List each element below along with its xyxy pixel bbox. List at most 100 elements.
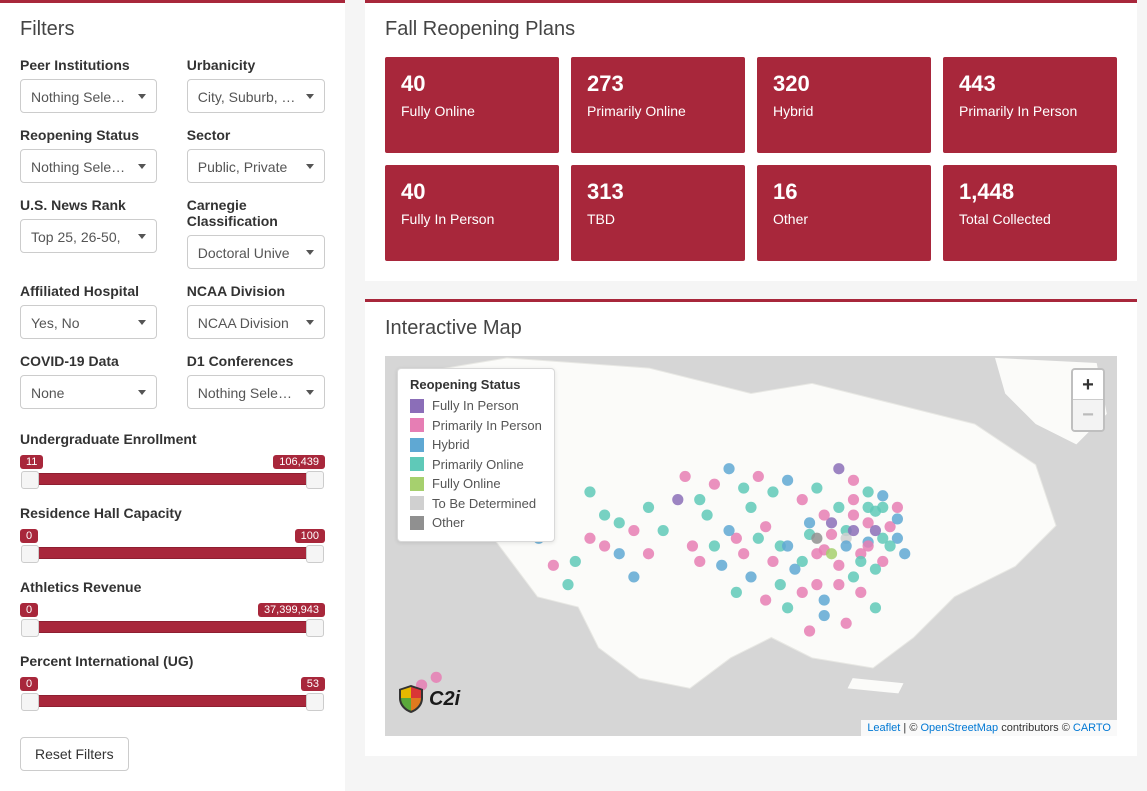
map-point[interactable] [680, 471, 691, 482]
filter-select[interactable]: City, Suburb, Town [187, 79, 325, 113]
map-point[interactable] [833, 560, 844, 571]
map-point[interactable] [848, 475, 859, 486]
map-point[interactable] [782, 475, 793, 486]
filter-select[interactable]: Nothing Selected [187, 375, 325, 409]
map-point[interactable] [767, 556, 778, 567]
slider-track[interactable] [28, 695, 317, 707]
filter-select[interactable]: None [20, 375, 157, 409]
map-point[interactable] [694, 494, 705, 505]
map-point[interactable] [753, 533, 764, 544]
zoom-out-button[interactable]: − [1073, 400, 1103, 430]
map-point[interactable] [797, 556, 808, 567]
map-point[interactable] [841, 618, 852, 629]
stat-card[interactable]: 40Fully Online [385, 57, 559, 153]
map-point[interactable] [811, 579, 822, 590]
map-point[interactable] [431, 672, 442, 683]
map-point[interactable] [584, 486, 595, 497]
map-point[interactable] [892, 502, 903, 513]
map-point[interactable] [775, 579, 786, 590]
filter-select[interactable]: NCAA Division [187, 305, 325, 339]
map-point[interactable] [723, 463, 734, 474]
map-point[interactable] [848, 571, 859, 582]
map-point[interactable] [584, 533, 595, 544]
carto-link[interactable]: CARTO [1073, 722, 1111, 734]
map-point[interactable] [833, 502, 844, 513]
filter-select[interactable]: Nothing Selected [20, 149, 157, 183]
filter-select[interactable]: Yes, No [20, 305, 157, 339]
map-point[interactable] [709, 479, 720, 490]
map-point[interactable] [628, 571, 639, 582]
map-point[interactable] [870, 564, 881, 575]
map-point[interactable] [811, 533, 822, 544]
map-point[interactable] [877, 490, 888, 501]
map-point[interactable] [548, 560, 559, 571]
map-point[interactable] [870, 602, 881, 613]
map-point[interactable] [870, 525, 881, 536]
map-point[interactable] [570, 556, 581, 567]
map-point[interactable] [863, 502, 874, 513]
map-point[interactable] [855, 556, 866, 567]
stat-card[interactable]: 443Primarily In Person [943, 57, 1117, 153]
map-point[interactable] [811, 548, 822, 559]
map-point[interactable] [658, 525, 669, 536]
map-point[interactable] [811, 482, 822, 493]
map-point[interactable] [892, 513, 903, 524]
filter-select[interactable]: Doctoral Unive [187, 235, 325, 269]
map-point[interactable] [614, 548, 625, 559]
reset-filters-button[interactable]: Reset Filters [20, 737, 129, 771]
map-point[interactable] [767, 486, 778, 497]
slider-track[interactable] [28, 473, 317, 485]
map-point[interactable] [745, 571, 756, 582]
map-point[interactable] [745, 502, 756, 513]
interactive-map[interactable]: Reopening Status Fully In PersonPrimaril… [385, 356, 1117, 736]
map-point[interactable] [848, 494, 859, 505]
map-point[interactable] [723, 525, 734, 536]
stat-card[interactable]: 16Other [757, 165, 931, 261]
map-point[interactable] [709, 540, 720, 551]
slider-track[interactable] [28, 621, 317, 633]
map-point[interactable] [819, 510, 830, 521]
stat-card[interactable]: 320Hybrid [757, 57, 931, 153]
stat-card[interactable]: 273Primarily Online [571, 57, 745, 153]
map-point[interactable] [687, 540, 698, 551]
map-point[interactable] [863, 540, 874, 551]
map-point[interactable] [899, 548, 910, 559]
map-point[interactable] [804, 517, 815, 528]
leaflet-link[interactable]: Leaflet [867, 722, 900, 734]
map-point[interactable] [753, 471, 764, 482]
map-point[interactable] [782, 540, 793, 551]
map-point[interactable] [599, 510, 610, 521]
map-point[interactable] [855, 587, 866, 598]
map-point[interactable] [848, 525, 859, 536]
map-point[interactable] [599, 540, 610, 551]
filter-select[interactable]: Public, Private [187, 149, 325, 183]
map-point[interactable] [628, 525, 639, 536]
map-point[interactable] [826, 548, 837, 559]
map-point[interactable] [826, 529, 837, 540]
map-point[interactable] [884, 540, 895, 551]
slider-track[interactable] [28, 547, 317, 559]
stat-card[interactable]: 1,448Total Collected [943, 165, 1117, 261]
map-point[interactable] [797, 494, 808, 505]
map-point[interactable] [782, 602, 793, 613]
map-point[interactable] [562, 579, 573, 590]
map-point[interactable] [863, 486, 874, 497]
map-point[interactable] [643, 548, 654, 559]
map-point[interactable] [643, 502, 654, 513]
map-point[interactable] [877, 502, 888, 513]
map-point[interactable] [797, 587, 808, 598]
osm-link[interactable]: OpenStreetMap [920, 722, 998, 734]
map-point[interactable] [833, 463, 844, 474]
map-point[interactable] [760, 594, 771, 605]
map-point[interactable] [672, 494, 683, 505]
map-point[interactable] [819, 594, 830, 605]
map-point[interactable] [694, 556, 705, 567]
stat-card[interactable]: 313TBD [571, 165, 745, 261]
map-point[interactable] [716, 560, 727, 571]
map-point[interactable] [738, 548, 749, 559]
map-point[interactable] [819, 610, 830, 621]
map-point[interactable] [841, 540, 852, 551]
filter-select[interactable]: Nothing Selected [20, 79, 157, 113]
zoom-in-button[interactable]: + [1073, 370, 1103, 400]
map-point[interactable] [804, 625, 815, 636]
